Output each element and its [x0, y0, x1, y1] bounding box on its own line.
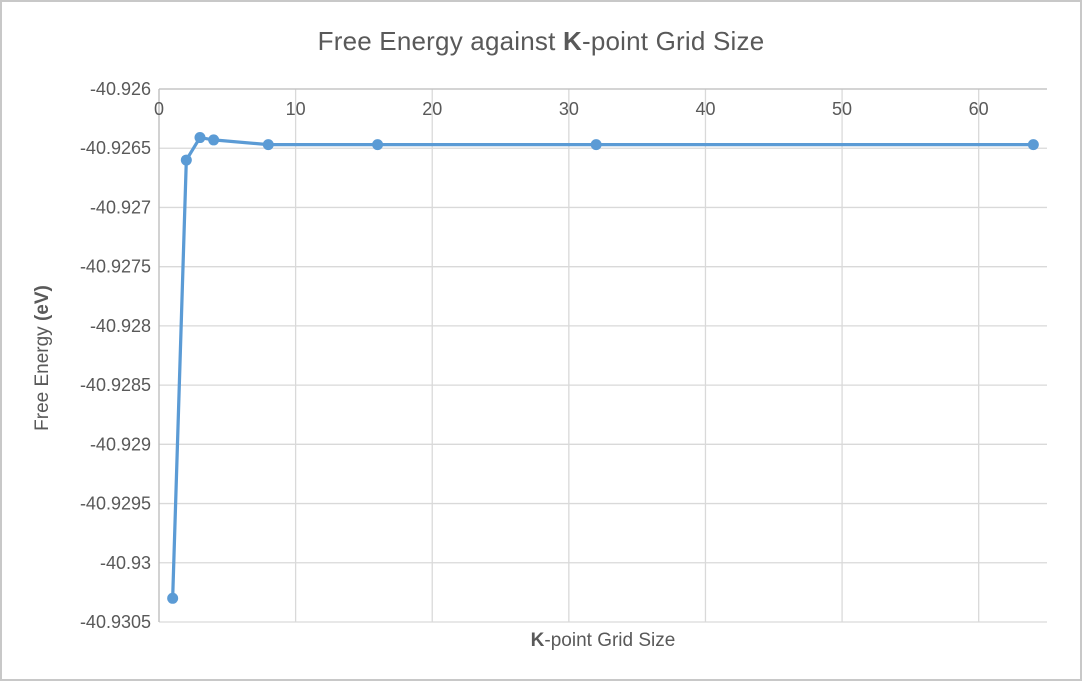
data-point-marker — [194, 132, 206, 144]
x-tick-label: 10 — [286, 99, 306, 119]
chart-title-bold-k: K — [562, 26, 582, 56]
chart-title: Free Energy against K-point Grid Size — [2, 26, 1080, 57]
chart-title-suffix: -point Grid Size — [581, 26, 765, 56]
y-tick-label: -40.929 — [90, 434, 151, 454]
x-tick-label: 30 — [559, 99, 579, 119]
y-tick-label: -40.93 — [100, 553, 151, 573]
x-axis-title: K-point Grid Size — [159, 630, 1047, 652]
x-tick-label: 40 — [695, 99, 715, 119]
y-axis-title-bold-ev: (eV) — [32, 285, 53, 322]
x-axis-title-suffix: -point Grid Size — [544, 630, 676, 651]
y-tick-label: -40.9285 — [80, 375, 151, 395]
data-point-marker — [372, 139, 384, 151]
data-point-marker — [167, 592, 179, 604]
x-tick-label: 0 — [154, 99, 164, 119]
y-tick-label: -40.9295 — [80, 494, 151, 514]
data-series-line — [171, 135, 1035, 600]
y-axis-title-prefix: Free Energy — [32, 321, 53, 431]
data-point-marker — [262, 139, 274, 151]
x-tick-label: 20 — [422, 99, 442, 119]
y-tick-label: -40.9305 — [80, 612, 151, 632]
y-tick-label: -40.926 — [90, 79, 151, 99]
y-tick-label: -40.9265 — [80, 138, 151, 158]
x-tick-label: 50 — [832, 99, 852, 119]
chart-title-prefix: Free Energy against — [317, 26, 563, 56]
data-point-marker — [180, 154, 192, 166]
y-axis-title: Free Energy (eV) — [32, 285, 54, 431]
data-point-marker — [590, 139, 602, 151]
y-tick-label: -40.928 — [90, 316, 151, 336]
data-point-marker — [208, 134, 220, 146]
y-tick-label: -40.9275 — [80, 257, 151, 277]
y-tick-label: -40.927 — [90, 197, 151, 217]
x-tick-label: 60 — [969, 99, 989, 119]
data-point-marker — [1027, 139, 1039, 151]
x-axis-title-bold-k: K — [530, 630, 545, 651]
